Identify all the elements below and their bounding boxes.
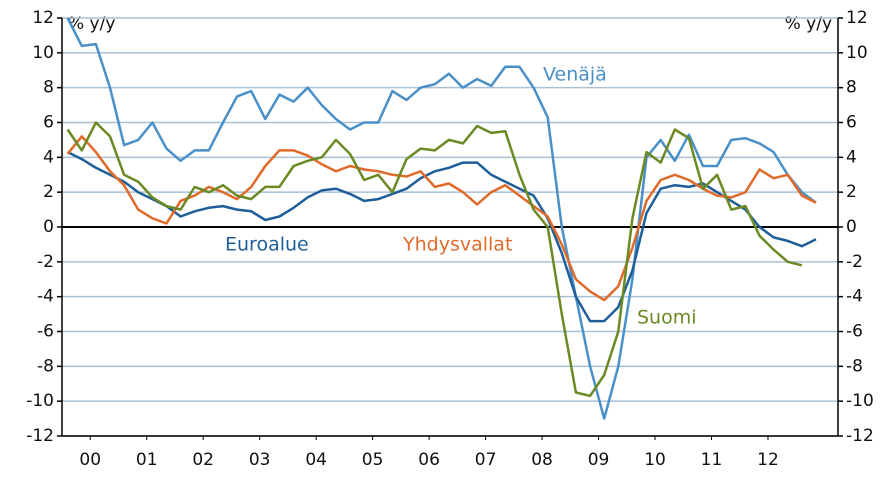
y2-tick-label: -6 bbox=[846, 322, 863, 342]
x-tick-label: 07 bbox=[475, 450, 497, 470]
y2-tick-label: 4 bbox=[846, 147, 857, 167]
x-tick-label: 02 bbox=[192, 450, 214, 470]
y-axis-unit: % y/y bbox=[68, 14, 115, 34]
series-label: Yhdysvallat bbox=[402, 234, 512, 256]
x-tick-label: 00 bbox=[79, 450, 101, 470]
y-tick-label: -2 bbox=[37, 252, 54, 272]
y2-tick-label: 0 bbox=[846, 217, 857, 237]
y2-tick-label: -8 bbox=[846, 356, 863, 376]
x-tick-label: 03 bbox=[249, 450, 271, 470]
series-line bbox=[66, 17, 817, 420]
y-tick-label: 4 bbox=[43, 147, 54, 167]
x-tick-label: 10 bbox=[644, 450, 666, 470]
series-line bbox=[67, 150, 817, 323]
y-tick-label: -12 bbox=[26, 426, 54, 446]
x-tick-label: 08 bbox=[531, 450, 553, 470]
series-label: Suomi bbox=[637, 307, 697, 329]
y-tick-label: 8 bbox=[43, 78, 54, 98]
y-tick-label: -8 bbox=[37, 356, 54, 376]
y-tick-label: 12 bbox=[32, 8, 54, 28]
y2-tick-label: -12 bbox=[846, 426, 874, 446]
y-tick-label: -10 bbox=[26, 391, 54, 411]
series-label: Euroalue bbox=[225, 234, 309, 256]
series-label: Venäjä bbox=[543, 64, 607, 86]
y2-tick-label: 10 bbox=[846, 43, 868, 63]
x-tick-label: 01 bbox=[136, 450, 158, 470]
x-tick-label: 04 bbox=[305, 450, 327, 470]
y-tick-label: 2 bbox=[43, 182, 54, 202]
y-tick-label: 6 bbox=[43, 113, 54, 133]
series-line bbox=[66, 121, 803, 398]
y2-tick-label: -2 bbox=[846, 252, 863, 272]
y-tick-label: -6 bbox=[37, 322, 54, 342]
x-tick-label: 12 bbox=[757, 450, 779, 470]
y2-tick-label: 12 bbox=[846, 8, 868, 28]
y2-tick-label: 2 bbox=[846, 182, 857, 202]
y-tick-label: 0 bbox=[43, 217, 54, 237]
y2-tick-label: -10 bbox=[846, 391, 874, 411]
y-tick-label: 10 bbox=[32, 43, 54, 63]
y-tick-label: -4 bbox=[37, 287, 54, 307]
x-tick-label: 05 bbox=[362, 450, 384, 470]
x-tick-label: 09 bbox=[588, 450, 610, 470]
y2-axis-unit: % y/y bbox=[785, 14, 832, 34]
y2-tick-label: 6 bbox=[846, 113, 857, 133]
y2-tick-label: 8 bbox=[846, 78, 857, 98]
x-tick-label: 11 bbox=[701, 450, 723, 470]
series-line bbox=[66, 135, 817, 302]
x-tick-label: 06 bbox=[418, 450, 440, 470]
y2-tick-label: -4 bbox=[846, 287, 863, 307]
